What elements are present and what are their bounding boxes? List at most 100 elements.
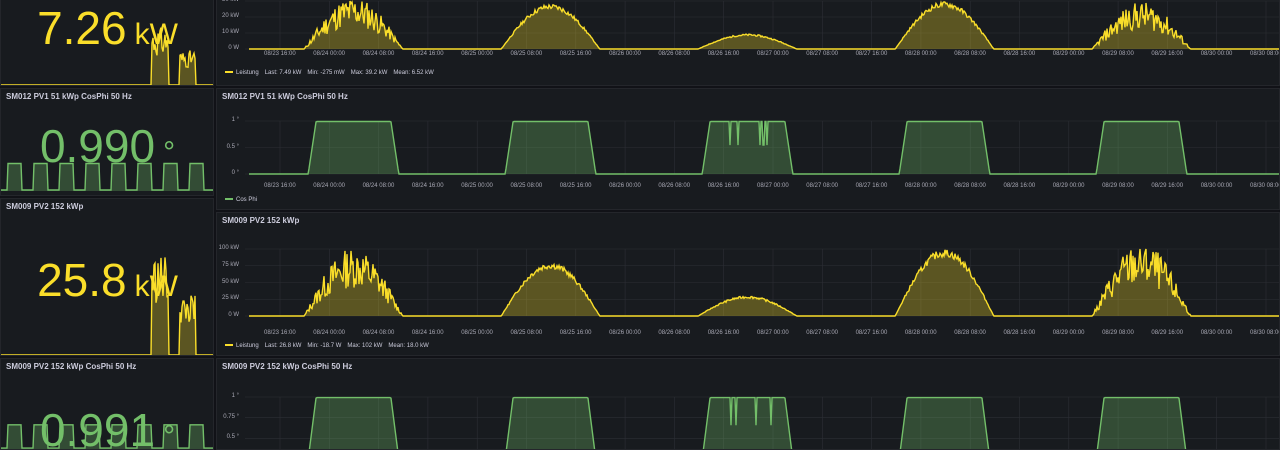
y-tick-label: 30 kW <box>221 0 239 3</box>
x-tick-label: 08/27 16:00 <box>855 183 888 189</box>
x-tick-label: 08/29 00:00 <box>1052 183 1085 189</box>
x-tick-label: 08/27 16:00 <box>855 51 888 57</box>
stat-value-power-1: 7.26 kW <box>37 2 178 54</box>
stat-value-power-2: 25.8 kW <box>37 254 178 306</box>
x-tick-label: 08/28 16:00 <box>1003 330 1036 336</box>
x-tick-label: 08/25 08:00 <box>510 330 543 336</box>
x-tick-label: 08/28 16:00 <box>1003 183 1036 189</box>
x-tick-label: 08/25 00:00 <box>461 51 493 57</box>
x-tick-label: 08/26 00:00 <box>609 183 641 189</box>
x-tick-label: 08/24 16:00 <box>411 183 444 189</box>
stat-panel-power-1[interactable]: 7.26 kW <box>0 0 214 86</box>
chart-svg-3 <box>245 396 1279 449</box>
panel-title-power-2: SM009 PV2 152 kWp <box>6 202 84 211</box>
x-tick-label: 08/26 08:00 <box>658 183 691 189</box>
x-tick-label: 08/30 08:00 <box>1250 330 1280 336</box>
x-tick-label: 08/29 00:00 <box>1052 51 1085 57</box>
x-tick-label: 08/25 00:00 <box>461 330 493 336</box>
x-tick-label: 08/27 08:00 <box>806 183 838 189</box>
x-tick-label: 08/26 16:00 <box>707 330 740 336</box>
series-leistung-line <box>249 0 1279 50</box>
x-tick-label: 08/27 00:00 <box>757 51 789 57</box>
x-tick-label: 08/24 08:00 <box>362 51 395 57</box>
graph-panel-power-2[interactable]: SM009 PV2 152 kWp Leistung Last: 26.8 kW M… <box>216 212 1280 356</box>
x-tick-label: 08/28 00:00 <box>904 183 937 189</box>
x-tick-label: 08/29 08:00 <box>1102 51 1134 57</box>
x-tick-label: 08/30 00:00 <box>1200 51 1233 57</box>
graph-panel-cosphi-2[interactable]: SM009 PV2 152 kWp CosPhi 50 Hz 1 ° 0.75 °… <box>216 358 1280 450</box>
panel-title-power-2-graph: SM009 PV2 152 kWp <box>222 216 300 225</box>
x-tick-label: 08/25 16:00 <box>559 51 592 57</box>
x-tick-label: 08/25 08:00 <box>510 183 543 189</box>
x-tick-label: 08/24 16:00 <box>411 330 444 336</box>
y-tick-label: 1 ° <box>231 117 239 123</box>
x-tick-label: 08/27 08:00 <box>806 51 838 57</box>
x-tick-label: 08/26 00:00 <box>609 330 641 336</box>
x-tick-label: 08/28 00:00 <box>904 51 937 57</box>
y-tick-label: 1 ° <box>231 393 239 399</box>
series-cos-phi-line <box>308 396 1187 449</box>
x-tick-label: 08/24 00:00 <box>313 51 345 57</box>
y-tick-label: 0 W <box>228 45 239 51</box>
x-tick-label: 08/28 16:00 <box>1003 51 1036 57</box>
x-tick-label: 08/26 16:00 <box>707 183 740 189</box>
y-tick-label: 20 kW <box>221 13 239 19</box>
y-tick-label: 10 kW <box>221 29 239 35</box>
x-tick-label: 08/29 00:00 <box>1052 330 1085 336</box>
sparkline-power-2 <box>1 257 213 355</box>
y-tick-label: 0 ° <box>231 170 239 176</box>
sparkline-cos-area <box>1 163 213 191</box>
series-cos-phi-line <box>249 120 1279 175</box>
graph-panel-power-1[interactable]: Leistung Last: 7.49 kW Min: -275 mW Max: 39… <box>216 0 1280 86</box>
sparkline-cos-line <box>1 162 213 191</box>
y-tick-label: 0.75 ° <box>223 413 239 420</box>
stat-panel-power-2[interactable]: SM009 PV2 152 kWp 25.8 kW <box>0 198 214 356</box>
chart-svg-0 <box>245 0 1279 50</box>
x-tick-label: 08/28 08:00 <box>954 51 986 57</box>
x-tick-label: 08/27 08:00 <box>806 330 838 336</box>
sparkline-cosphi-1 <box>1 162 213 191</box>
chart-svg-2 <box>245 248 1279 317</box>
series-leistung-line <box>249 248 1279 317</box>
sparkline-power-area <box>1 27 213 85</box>
x-tick-label: 08/25 08:00 <box>510 51 543 57</box>
stat-panel-cosphi-2[interactable]: SM009 PV2 152 kWp CosPhi 50 Hz 0.991 ° <box>0 358 214 450</box>
series-cos-phi-area <box>249 121 1279 174</box>
stat-value-cosphi-2: 0.991 ° <box>39 404 176 450</box>
x-tick-label: 08/24 08:00 <box>362 330 395 336</box>
graph-panel-cosphi-1[interactable]: SM012 PV1 51 kWp CosPhi 50 Hz Cos Phi 1 … <box>216 88 1280 210</box>
x-tick-label: 08/30 08:00 <box>1250 51 1280 57</box>
panel-title-cosphi-1: SM012 PV1 51 kWp CosPhi 50 Hz <box>6 92 132 101</box>
chart-svg-1 <box>245 120 1279 175</box>
x-tick-label: 08/29 16:00 <box>1151 183 1184 189</box>
x-tick-label: 08/23 16:00 <box>264 51 296 57</box>
x-tick-label: 08/27 00:00 <box>757 183 789 189</box>
x-tick-label: 08/25 16:00 <box>559 330 592 336</box>
x-tick-label: 08/29 16:00 <box>1151 330 1184 336</box>
x-tick-label: 08/30 00:00 <box>1200 183 1233 189</box>
y-tick-label: 50 kW <box>221 278 239 285</box>
x-tick-label: 08/25 00:00 <box>461 183 493 189</box>
y-tick-label: 0.5 ° <box>226 434 239 441</box>
x-tick-label: 08/28 08:00 <box>954 330 986 336</box>
panel-title-cosphi-2: SM009 PV2 152 kWp CosPhi 50 Hz <box>6 362 137 371</box>
x-tick-label: 08/26 00:00 <box>609 51 641 57</box>
legend-cosphi-1[interactable]: Cos Phi <box>225 197 257 203</box>
x-tick-label: 08/24 00:00 <box>313 330 345 336</box>
series-cos-phi-area <box>309 397 1186 449</box>
x-tick-label: 08/29 16:00 <box>1151 51 1184 57</box>
legend-power-2[interactable]: Leistung Last: 26.8 kW Min: -18.7 W Max: 10… <box>225 343 429 349</box>
x-tick-label: 08/24 00:00 <box>313 183 345 189</box>
x-tick-label: 08/26 08:00 <box>658 51 691 57</box>
x-tick-label: 08/28 08:00 <box>954 183 986 189</box>
y-tick-label: 25 kW <box>221 295 239 302</box>
stat-panel-cosphi-1[interactable]: SM012 PV1 51 kWp CosPhi 50 Hz 0.990 ° <box>0 88 214 196</box>
y-tick-label: 0 W <box>228 312 239 318</box>
x-tick-label: 08/26 08:00 <box>658 330 691 336</box>
sparkline-power-1 <box>1 27 213 85</box>
x-tick-label: 08/24 16:00 <box>411 51 444 57</box>
x-tick-label: 08/30 00:00 <box>1200 330 1233 336</box>
x-tick-label: 08/23 16:00 <box>264 183 296 189</box>
legend-power-1[interactable]: Leistung Last: 7.49 kW Min: -275 mW Max: 39… <box>225 70 434 76</box>
y-tick-label: 0.5 ° <box>226 143 239 150</box>
